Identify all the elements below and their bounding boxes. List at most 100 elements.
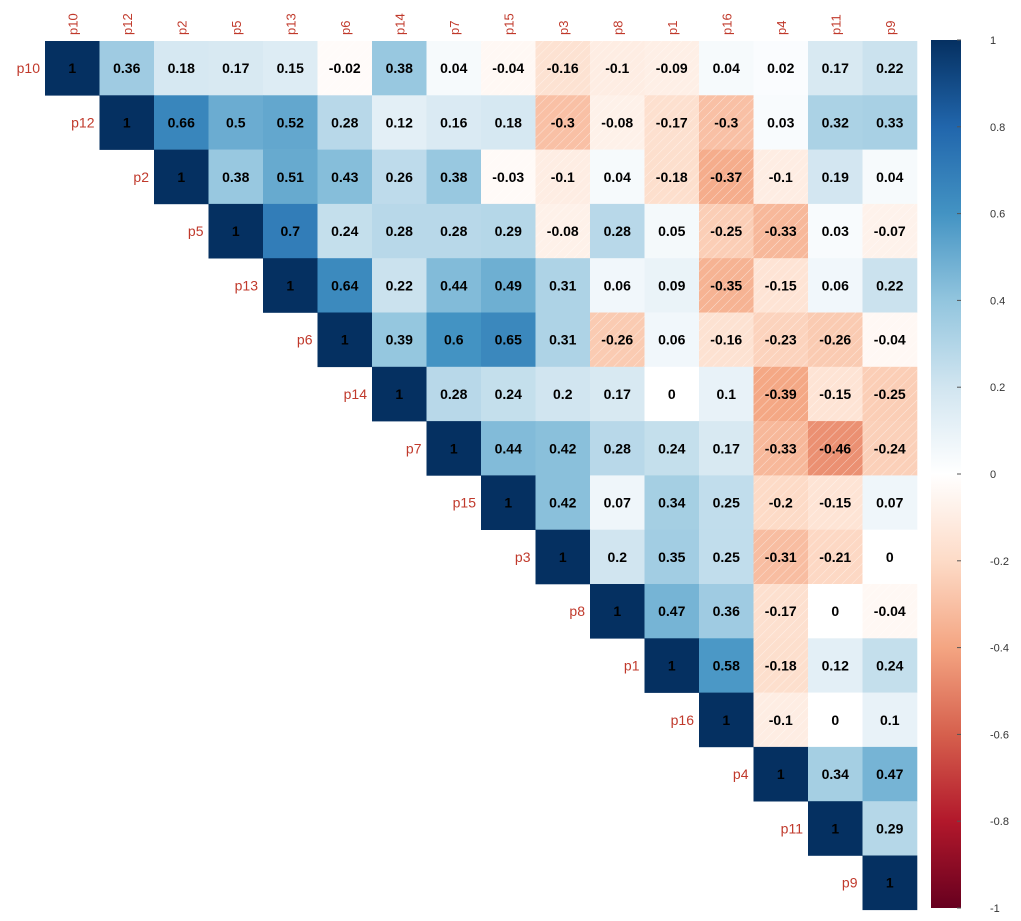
cell-value-label: 0.06 (604, 277, 631, 293)
column-label: p8 (610, 21, 625, 35)
column-label: p12 (120, 13, 135, 35)
cell-value-label: 1 (123, 114, 131, 130)
heatmap-cells: 1 0.36 0.18 0.17 0.15 -0.02 0.38 0.04 -0.04 -0.16… (45, 41, 918, 911)
heatmap-cell (808, 149, 863, 205)
negative-hatch (590, 41, 645, 96)
heatmap-cell (208, 203, 264, 259)
heatmap-cell (753, 95, 809, 150)
cell-value-label: -0.02 (329, 60, 361, 76)
negative-hatch (753, 258, 808, 313)
heatmap-cell (808, 258, 863, 313)
heatmap-cell (808, 41, 863, 96)
row-label: p9 (842, 875, 858, 891)
cell-value-label: 1 (395, 386, 403, 402)
cell-value-label: 0.15 (277, 60, 304, 76)
cell-value-label: -0.09 (656, 60, 688, 76)
cell-value-label: 0.09 (658, 277, 685, 293)
negative-hatch (535, 95, 590, 150)
cell-value-label: 1 (68, 60, 76, 76)
row-label: p2 (133, 169, 149, 185)
row-label: p5 (188, 223, 204, 239)
heatmap-cell (263, 41, 318, 96)
column-labels: p10 p12 p2 p5 p13 p6 p14 p7 p15 p3 p8 p1 p16 p4 p11 p9 (65, 13, 898, 35)
cell-value-label: 0.1 (880, 712, 900, 728)
column-label: p9 (883, 21, 898, 35)
heatmap-cell (862, 41, 918, 96)
color-legend-tick-label: 0.8 (990, 122, 1005, 134)
heatmap-cell (644, 475, 700, 530)
cell-value-label: 0.35 (658, 549, 685, 565)
negative-hatch (753, 584, 808, 639)
heatmap-cell (426, 421, 482, 476)
row-label: p3 (515, 549, 531, 565)
negative-hatch (808, 421, 863, 476)
cell-value-label: -0.17 (765, 603, 797, 619)
cell-value-label: -0.1 (551, 169, 575, 185)
cell-value-label: 0.03 (822, 223, 849, 239)
negative-hatch (862, 421, 917, 476)
cell-value-label: 0.47 (658, 603, 685, 619)
heatmap-cell (208, 95, 264, 150)
heatmap-cell (481, 203, 536, 259)
cell-value-label: 0.28 (440, 386, 467, 402)
heatmap-cell (208, 41, 264, 96)
negative-hatch (699, 203, 754, 259)
cell-value-label: 0.17 (604, 386, 631, 402)
heatmap-cell (372, 95, 427, 150)
cell-value-label: -0.1 (769, 712, 793, 728)
cell-value-label: -0.15 (819, 386, 851, 402)
cell-value-label: -0.1 (605, 60, 629, 76)
cell-value-label: 1 (777, 766, 785, 782)
heatmap-cell (644, 312, 700, 368)
heatmap-cell (535, 258, 591, 313)
color-legend-bar (931, 40, 961, 908)
heatmap-cell (699, 475, 754, 530)
cell-value-label: -0.37 (710, 169, 742, 185)
cell-value-label: 0.43 (331, 169, 358, 185)
color-legend-tick-label: -0.8 (990, 816, 1009, 828)
cell-value-label: 0.04 (876, 169, 903, 185)
heatmap-cell (862, 529, 918, 585)
cell-value-label: 1 (177, 169, 185, 185)
heatmap-cell (426, 95, 482, 150)
cell-value-label: 0.07 (604, 495, 631, 511)
cell-value-label: 0.28 (386, 223, 413, 239)
negative-hatch (808, 312, 863, 367)
heatmap-cell (535, 475, 591, 530)
cell-value-label: 0 (668, 386, 676, 402)
cell-value-label: 0.24 (495, 386, 522, 402)
heatmap-cell (862, 746, 918, 802)
heatmap-cell (699, 529, 754, 585)
row-label: p15 (453, 495, 477, 511)
cell-value-label: 1 (722, 712, 730, 728)
row-label: p12 (71, 114, 95, 130)
negative-hatch (808, 529, 863, 584)
column-label: p4 (774, 21, 789, 35)
column-label: p6 (338, 21, 353, 35)
heatmap-cell (590, 258, 645, 313)
cell-value-label: 1 (886, 875, 894, 891)
cell-value-label: 0.06 (822, 277, 849, 293)
negative-hatch (753, 421, 808, 476)
cell-value-label: -0.15 (765, 277, 797, 293)
heatmap-cell (590, 529, 645, 585)
heatmap-cell (426, 149, 482, 205)
cell-value-label: -0.16 (710, 332, 742, 348)
cell-value-label: 1 (450, 440, 458, 456)
heatmap-cell (426, 312, 482, 368)
heatmap-cell (481, 95, 536, 150)
cell-value-label: 0.16 (440, 114, 467, 130)
color-legend-tick-label: -0.2 (990, 556, 1009, 568)
row-label: p14 (344, 386, 368, 402)
heatmap-cell (644, 258, 700, 313)
heatmap-cell (590, 366, 645, 422)
negative-hatch (753, 475, 808, 530)
cell-value-label: 0.06 (658, 332, 685, 348)
heatmap-cell (317, 258, 373, 313)
negative-hatch (481, 149, 536, 204)
row-label: p11 (781, 820, 804, 836)
cell-value-label: 0.28 (604, 223, 631, 239)
heatmap-cell (808, 692, 863, 748)
cell-value-label: -0.26 (601, 332, 633, 348)
